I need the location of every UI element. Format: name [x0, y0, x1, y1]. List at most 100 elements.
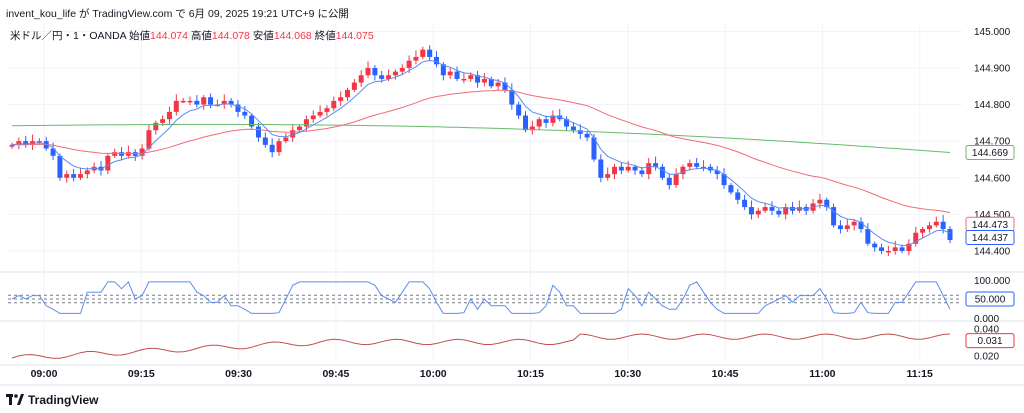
- candle-body: [331, 100, 337, 109]
- candle-body: [392, 71, 398, 76]
- candle-body: [598, 159, 604, 178]
- candle-body: [940, 221, 946, 230]
- candle-body: [564, 119, 570, 127]
- y-tick-label: 144.600: [974, 173, 1011, 184]
- y-tick-label: 144.700: [974, 137, 1011, 148]
- publish-header: invent_kou_life が TradingView.com で 6月 0…: [6, 6, 349, 21]
- tradingview-logo[interactable]: TradingView: [6, 393, 98, 407]
- author-name[interactable]: invent_kou_life: [6, 8, 77, 20]
- candle-body: [235, 104, 241, 112]
- candle-body: [324, 108, 330, 112]
- candle-body: [796, 207, 802, 211]
- candle-body: [550, 115, 556, 123]
- candle-body: [344, 89, 350, 98]
- symbol-label[interactable]: 米ドル／円・1・OANDA: [10, 30, 127, 42]
- candle-body: [612, 166, 618, 175]
- candle-body: [194, 100, 200, 105]
- publish-datetime: 6月 09, 2025 19:21 UTC+9: [188, 8, 315, 20]
- candle-body: [776, 210, 782, 215]
- candle-body: [701, 166, 707, 169]
- sub-last-label: 0.031: [977, 336, 1002, 347]
- candle-body: [666, 177, 672, 186]
- candle-body: [721, 174, 727, 186]
- candle-body: [625, 166, 631, 171]
- candle-body: [892, 247, 898, 252]
- candle-body: [146, 130, 152, 149]
- candle-body: [502, 82, 508, 90]
- candle-body: [201, 97, 207, 105]
- x-tick-label: 10:15: [517, 368, 544, 380]
- candle-body: [187, 100, 193, 103]
- candle-body: [427, 49, 433, 57]
- y-tick-label: 144.800: [974, 100, 1011, 111]
- ma-fast-line: [11, 59, 951, 247]
- candle-body: [173, 100, 179, 112]
- candle-body: [351, 82, 357, 90]
- candle-body: [23, 141, 29, 145]
- y-tick-label: 144.900: [974, 63, 1011, 74]
- candle-body: [64, 174, 70, 178]
- candle-body: [255, 126, 261, 138]
- x-tick-label: 09:15: [128, 368, 155, 380]
- candle-body: [372, 67, 378, 76]
- candle-body: [947, 229, 953, 241]
- candle-body: [166, 111, 172, 120]
- candle-body: [591, 137, 597, 160]
- candle-body: [447, 71, 453, 76]
- candle-body: [646, 163, 652, 175]
- header-suffix: に公開: [317, 8, 349, 20]
- candle-body: [933, 221, 939, 226]
- candle-body: [50, 148, 56, 156]
- candle-body: [865, 229, 871, 244]
- candle-body: [509, 89, 515, 105]
- candle-body: [242, 111, 248, 116]
- candle-body: [228, 100, 234, 105]
- candle-body: [112, 152, 118, 156]
- candle-body: [618, 166, 624, 171]
- candle-body: [180, 100, 186, 103]
- candle-body: [310, 115, 316, 120]
- x-tick-label: 10:30: [614, 368, 641, 380]
- candle-body: [577, 130, 583, 134]
- candle-body: [36, 141, 42, 143]
- high-label: 高値: [190, 30, 212, 42]
- candle-body: [386, 75, 392, 79]
- candle-body: [119, 152, 125, 156]
- low-label: 安値: [252, 30, 274, 42]
- candle-body: [399, 67, 405, 72]
- candle-body: [831, 207, 837, 226]
- candle-body: [139, 148, 145, 156]
- candle-body: [523, 115, 529, 131]
- ohlc-legend: 米ドル／円・1・OANDA 始値144.074 高値144.078 安値144.…: [10, 28, 374, 43]
- candle-body: [872, 243, 878, 248]
- y-tick-label: 145.000: [974, 27, 1011, 38]
- sub-last-box: [965, 333, 1015, 349]
- x-tick-label: 09:30: [225, 368, 252, 380]
- candle-body: [208, 97, 214, 105]
- site-name[interactable]: TradingView.com: [92, 8, 173, 20]
- ma-mid-line: [11, 89, 951, 214]
- ma-fast-price-label: 144.437: [972, 233, 1009, 244]
- y-tick-label: 144.500: [974, 210, 1011, 221]
- candle-body: [153, 122, 159, 131]
- high-value: 144.078: [211, 30, 250, 42]
- ma-slow-price-label-box: [965, 145, 1015, 161]
- x-tick-label: 10:45: [712, 368, 739, 380]
- close-value: 144.075: [335, 30, 374, 42]
- sub-tick-label: 0.020: [974, 351, 999, 362]
- candle-body: [714, 170, 720, 175]
- candle-body: [639, 170, 645, 175]
- candle-body: [659, 166, 665, 178]
- close-label: 終値: [314, 30, 336, 42]
- candle-body: [290, 130, 296, 138]
- candle-body: [584, 133, 590, 138]
- candle-body: [420, 49, 426, 57]
- low-value: 144.068: [273, 30, 312, 42]
- header-ga: が: [78, 8, 90, 20]
- osc-tick-label: 100.000: [974, 276, 1011, 287]
- x-tick-label: 09:45: [322, 368, 349, 380]
- candle-body: [742, 199, 748, 208]
- candle-body: [844, 225, 850, 230]
- candle-body: [440, 64, 446, 76]
